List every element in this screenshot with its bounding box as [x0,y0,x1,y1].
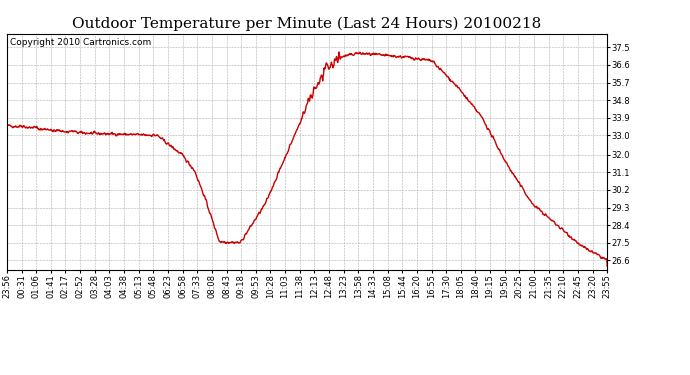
Text: Copyright 2010 Cartronics.com: Copyright 2010 Cartronics.com [10,39,151,48]
Title: Outdoor Temperature per Minute (Last 24 Hours) 20100218: Outdoor Temperature per Minute (Last 24 … [72,17,542,31]
